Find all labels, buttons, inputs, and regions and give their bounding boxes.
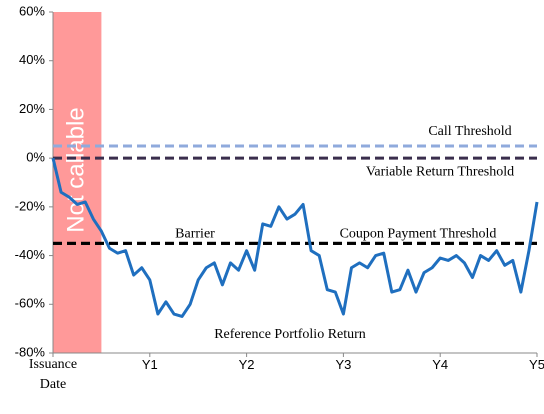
y-tick-label: 60% — [19, 3, 45, 18]
y-tick-label: -20% — [15, 198, 46, 213]
reference-label: Variable Return Threshold — [366, 164, 514, 179]
reference-label: Call Threshold — [428, 124, 511, 139]
y-tick-label: -40% — [15, 247, 46, 262]
x-tick-label: Issuance Date — [28, 357, 78, 392]
y-tick-label: -60% — [15, 296, 46, 311]
series-line — [51, 157, 539, 318]
y-tick-label: 20% — [19, 101, 45, 116]
x-tick-label: Y4 — [432, 357, 449, 372]
series-label: Reference Portfolio Return — [214, 327, 366, 342]
y-tick-label: -80% — [15, 344, 46, 359]
shaded-region — [53, 12, 102, 353]
x-tick-label: Y2 — [238, 357, 255, 372]
x-tick-label: Y1 — [141, 357, 158, 372]
y-tick-label: 40% — [19, 52, 45, 67]
reference-label: Coupon Payment Threshold — [340, 227, 497, 242]
x-tick-label: Y3 — [335, 357, 352, 372]
x-tick-label: Y5 — [529, 357, 544, 372]
y-tick-label: 0% — [26, 150, 45, 165]
region-label: Not callable — [63, 107, 90, 232]
reference-label: Barrier — [175, 227, 215, 242]
